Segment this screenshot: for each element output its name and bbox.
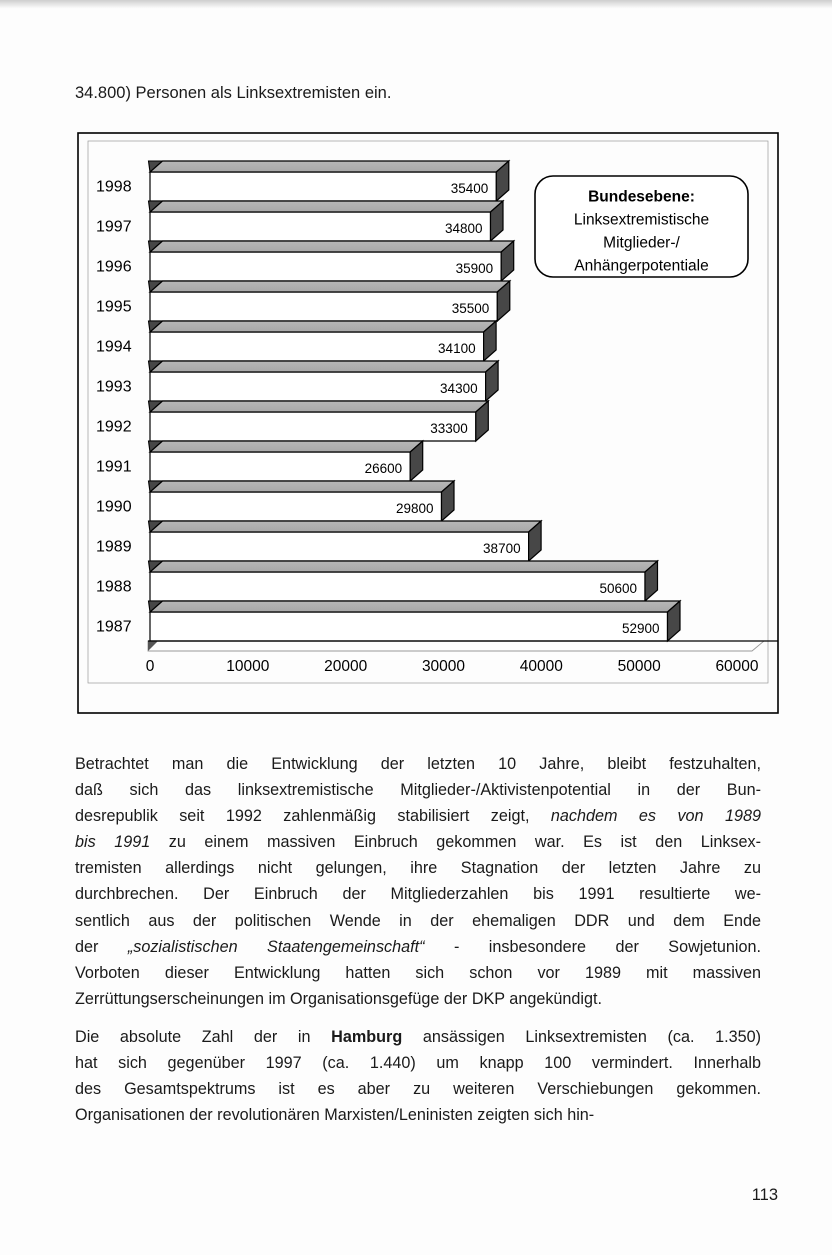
svg-text:1988: 1988: [96, 579, 132, 596]
svg-text:35900: 35900: [456, 261, 494, 276]
svg-text:29800: 29800: [396, 501, 434, 516]
svg-text:1997: 1997: [96, 219, 132, 236]
svg-text:1995: 1995: [96, 299, 132, 316]
svg-text:1989: 1989: [96, 539, 132, 556]
svg-text:10000: 10000: [226, 658, 269, 675]
svg-text:34800: 34800: [445, 221, 483, 236]
svg-text:26600: 26600: [365, 461, 403, 476]
svg-text:50000: 50000: [618, 658, 661, 675]
svg-text:34300: 34300: [440, 381, 478, 396]
svg-text:35400: 35400: [451, 181, 489, 196]
svg-text:Bundesebene:: Bundesebene:: [588, 189, 695, 206]
svg-text:35500: 35500: [452, 301, 490, 316]
svg-text:1996: 1996: [96, 259, 132, 276]
svg-text:40000: 40000: [520, 658, 563, 675]
svg-text:Anhängerpotentiale: Anhängerpotentiale: [574, 258, 708, 275]
svg-text:1993: 1993: [96, 379, 132, 396]
svg-text:1992: 1992: [96, 419, 132, 436]
svg-text:30000: 30000: [422, 658, 465, 675]
svg-text:1990: 1990: [96, 499, 132, 516]
svg-text:34100: 34100: [438, 341, 476, 356]
svg-text:38700: 38700: [483, 541, 521, 556]
svg-text:1987: 1987: [96, 619, 132, 636]
svg-text:1994: 1994: [96, 339, 132, 356]
svg-text:Mitglieder-/: Mitglieder-/: [603, 235, 680, 252]
svg-text:50600: 50600: [599, 581, 637, 596]
svg-text:Linksextremistische: Linksextremistische: [574, 212, 709, 229]
svg-text:20000: 20000: [324, 658, 367, 675]
svg-text:1991: 1991: [96, 459, 132, 476]
svg-text:60000: 60000: [715, 658, 758, 675]
svg-text:33300: 33300: [430, 421, 468, 436]
svg-text:52900: 52900: [622, 621, 660, 636]
svg-text:0: 0: [146, 658, 155, 675]
svg-text:1998: 1998: [96, 179, 132, 196]
